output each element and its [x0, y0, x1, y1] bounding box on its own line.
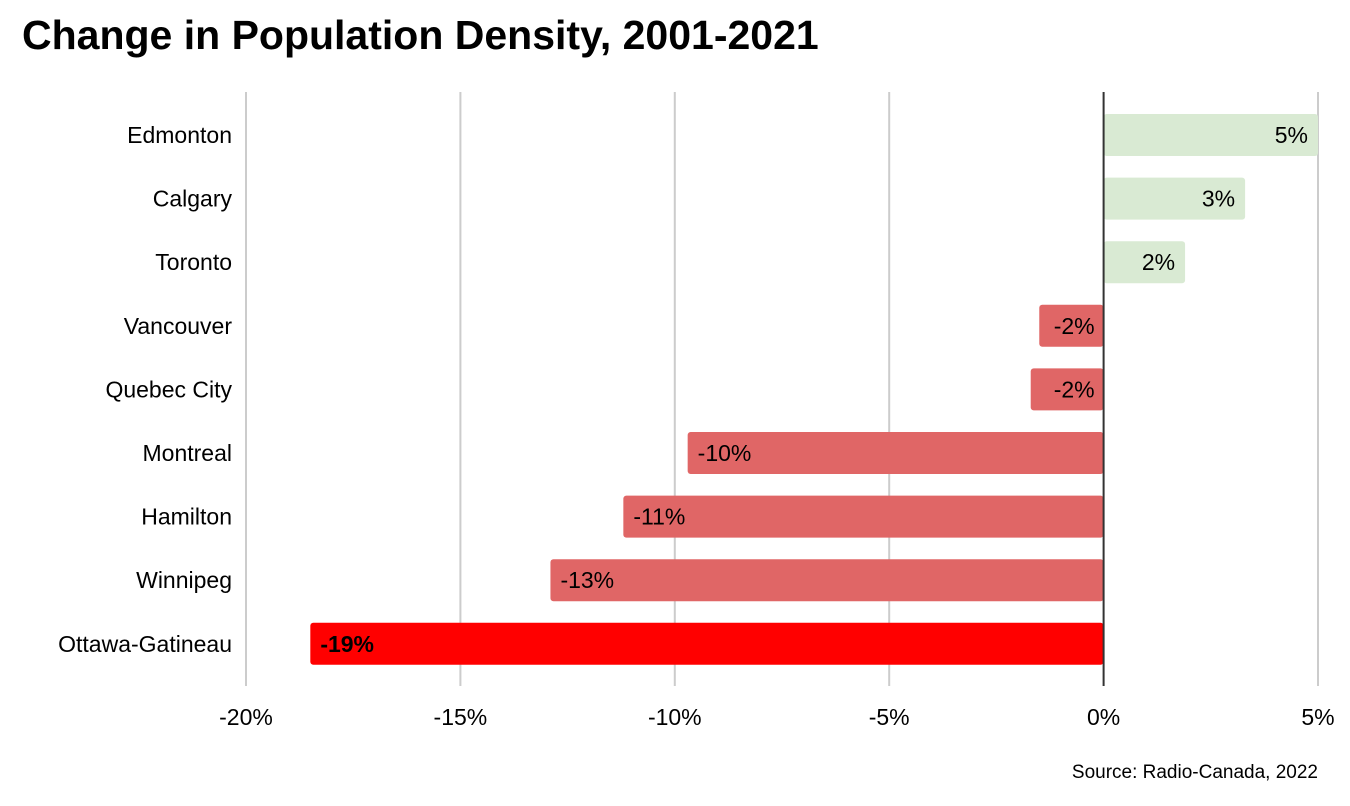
data-labels: 5% 3% 2% -2% -2% -10% -11% -13% -19%: [320, 122, 1308, 657]
bar: [1103, 114, 1318, 156]
source-note: Source: Radio-Canada, 2022: [1071, 762, 1318, 783]
data-label: -19%: [320, 631, 374, 657]
category-label: Calgary: [153, 186, 233, 212]
data-label: -13%: [560, 567, 614, 593]
bar: [310, 622, 1104, 665]
category-label: Ottawa-Gatineau: [58, 631, 232, 657]
category-label: Toronto: [155, 249, 232, 275]
bars: [310, 114, 1318, 665]
x-tick-label: -20%: [219, 704, 273, 730]
bar: [1103, 241, 1186, 284]
category-label: Winnipeg: [136, 567, 232, 593]
data-label: -10%: [698, 440, 752, 466]
x-tick-label: -15%: [434, 704, 488, 730]
x-tick-labels: -20% -15% -10% -5% 0% 5%: [219, 704, 1334, 730]
data-label: 5%: [1275, 122, 1308, 148]
data-label: 2%: [1142, 249, 1175, 275]
x-tick-label: -5%: [869, 704, 910, 730]
chart-title: Change in Population Density, 2001-2021: [22, 12, 819, 58]
bar: [550, 559, 1104, 602]
category-label: Vancouver: [124, 313, 233, 339]
x-tick-label: 0%: [1087, 704, 1120, 730]
data-label: 3%: [1202, 186, 1235, 212]
category-label: Hamilton: [141, 504, 232, 530]
bar: [1039, 304, 1104, 347]
category-label: Quebec City: [105, 376, 232, 402]
bar: [1103, 177, 1246, 220]
bar: [1030, 368, 1104, 411]
category-label: Edmonton: [127, 122, 232, 148]
x-tick-label: -10%: [648, 704, 702, 730]
bar: [623, 495, 1104, 538]
category-label: Montreal: [143, 440, 232, 466]
data-label: -2%: [1054, 376, 1095, 402]
x-tick-label: 5%: [1301, 704, 1334, 730]
data-label: -11%: [633, 504, 685, 530]
category-labels: Edmonton Calgary Toronto Vancouver Quebec Ci…: [58, 122, 232, 657]
bar: [687, 432, 1104, 474]
data-label: -2%: [1054, 313, 1095, 339]
